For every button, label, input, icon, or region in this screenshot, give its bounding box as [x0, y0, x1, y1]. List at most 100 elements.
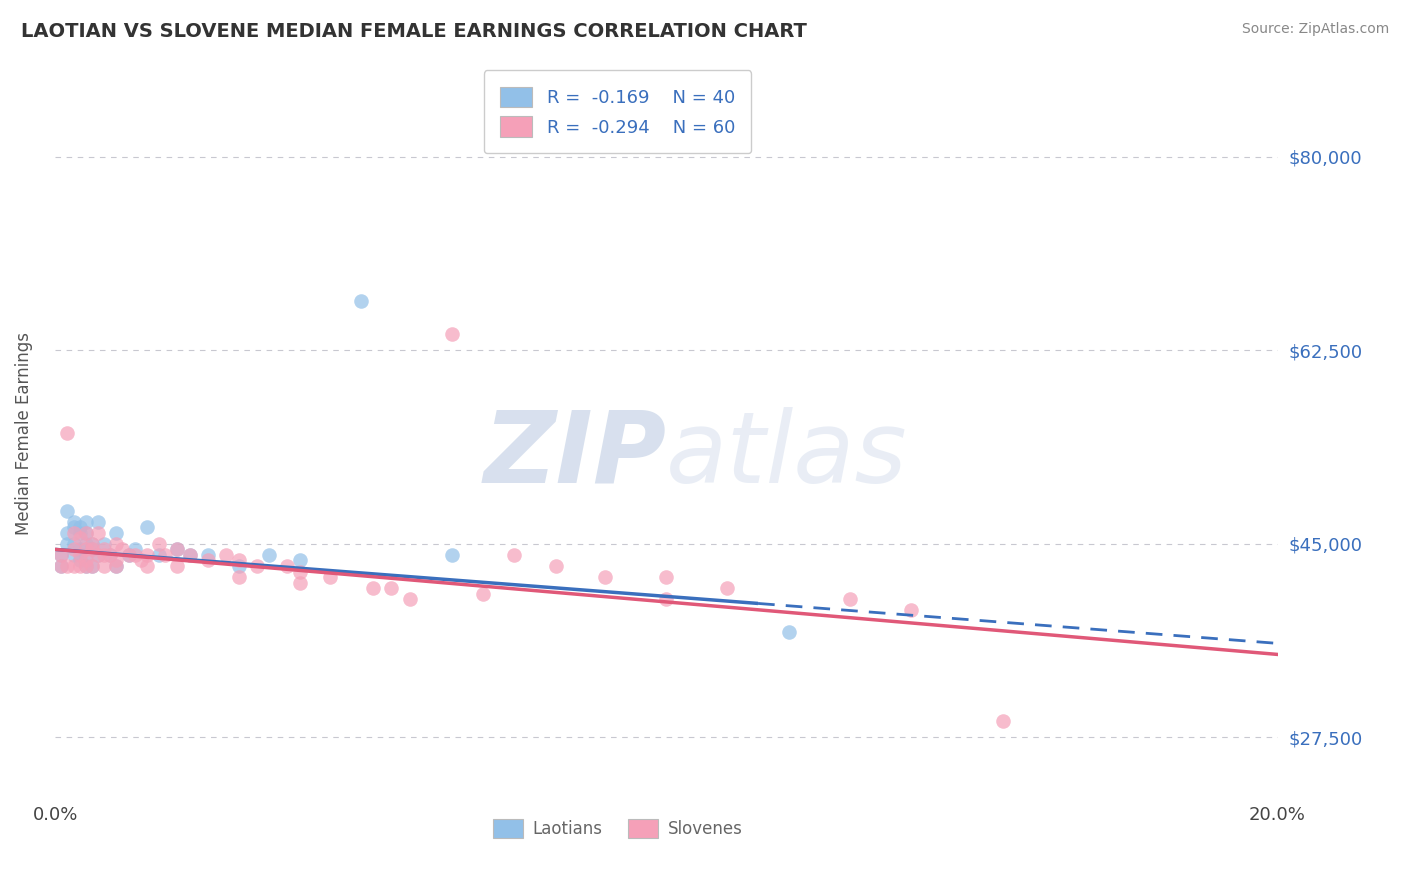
Point [80, 559, 103, 574]
Point [398, 592, 420, 607]
Point [56, 525, 79, 540]
Point [105, 559, 128, 574]
Point [75, 542, 97, 557]
Point [69, 532, 91, 546]
Point [69, 548, 91, 562]
Point [56, 504, 79, 518]
Point [117, 548, 139, 562]
Point [75, 525, 97, 540]
Point [135, 559, 157, 574]
Point [93, 537, 115, 551]
Point [62, 520, 84, 534]
Point [80, 559, 103, 574]
Point [62, 542, 84, 557]
Point [441, 548, 464, 562]
Point [75, 559, 97, 574]
Point [319, 570, 342, 584]
Point [179, 548, 201, 562]
Point [838, 592, 860, 607]
Text: Source: ZipAtlas.com: Source: ZipAtlas.com [1241, 22, 1389, 37]
Point [62, 537, 84, 551]
Point [75, 537, 97, 551]
Point [991, 714, 1014, 728]
Point [228, 559, 250, 574]
Point [98, 548, 121, 562]
Text: atlas: atlas [666, 407, 908, 504]
Point [361, 581, 384, 595]
Point [135, 548, 157, 562]
Point [80, 542, 103, 557]
Point [350, 293, 373, 308]
Point [179, 548, 201, 562]
Point [215, 548, 238, 562]
Point [166, 542, 188, 557]
Point [80, 537, 103, 551]
Point [56, 559, 79, 574]
Point [546, 559, 568, 574]
Point [655, 570, 678, 584]
Y-axis label: Median Female Earnings: Median Female Earnings [15, 332, 32, 535]
Point [51, 548, 73, 562]
Point [502, 548, 524, 562]
Text: ZIP: ZIP [484, 407, 666, 504]
Point [75, 515, 97, 529]
Point [75, 525, 97, 540]
Point [62, 515, 84, 529]
Point [778, 625, 800, 640]
Point [87, 548, 110, 562]
Point [441, 326, 464, 341]
Point [135, 520, 157, 534]
Point [105, 525, 128, 540]
Point [93, 559, 115, 574]
Point [148, 548, 170, 562]
Point [148, 537, 170, 551]
Point [228, 570, 250, 584]
Point [197, 548, 219, 562]
Point [246, 559, 269, 574]
Point [87, 515, 110, 529]
Point [900, 603, 922, 617]
Point [380, 581, 402, 595]
Point [166, 559, 188, 574]
Point [69, 553, 91, 567]
Point [166, 542, 188, 557]
Point [69, 542, 91, 557]
Point [51, 559, 73, 574]
Point [51, 548, 73, 562]
Point [93, 542, 115, 557]
Point [129, 553, 152, 567]
Point [105, 553, 128, 567]
Point [472, 586, 495, 600]
Point [228, 553, 250, 567]
Point [75, 553, 97, 567]
Point [80, 542, 103, 557]
Point [105, 559, 128, 574]
Point [593, 570, 616, 584]
Text: LAOTIAN VS SLOVENE MEDIAN FEMALE EARNINGS CORRELATION CHART: LAOTIAN VS SLOVENE MEDIAN FEMALE EARNING… [21, 22, 807, 41]
Point [716, 581, 738, 595]
Point [288, 553, 311, 567]
Point [87, 525, 110, 540]
Point [69, 525, 91, 540]
Point [124, 548, 146, 562]
Point [288, 575, 311, 590]
Point [69, 520, 91, 534]
Point [197, 553, 219, 567]
Point [276, 559, 298, 574]
Point [62, 525, 84, 540]
Point [87, 548, 110, 562]
Point [155, 548, 177, 562]
Point [80, 537, 103, 551]
Point [105, 537, 128, 551]
Point [56, 426, 79, 441]
Point [62, 548, 84, 562]
Point [56, 537, 79, 551]
Point [257, 548, 280, 562]
Point [69, 559, 91, 574]
Legend: Laotians, Slovenes: Laotians, Slovenes [486, 812, 749, 845]
Point [62, 559, 84, 574]
Point [51, 559, 73, 574]
Point [75, 559, 97, 574]
Point [655, 592, 678, 607]
Point [93, 548, 115, 562]
